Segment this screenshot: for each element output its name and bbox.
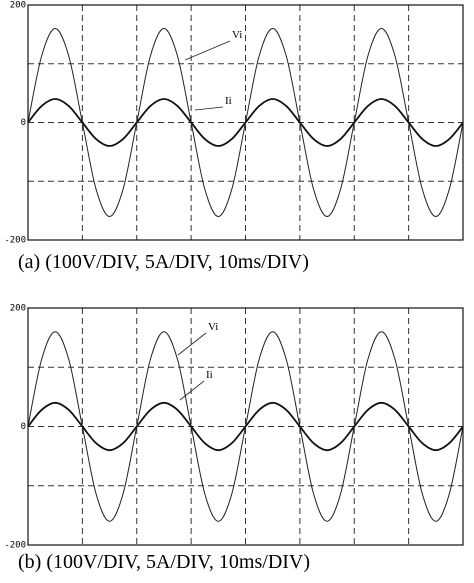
series-label: Vi [208, 321, 218, 333]
y-tick-label: -200 [4, 236, 26, 246]
caption: (b) (100V/DIV, 5A/DIV, 10ms/DIV) [18, 551, 310, 573]
y-tick-label: -200 [4, 541, 26, 551]
waveform [27, 98, 464, 147]
series-label: Ii [225, 95, 232, 107]
y-tick-label: 200 [10, 304, 26, 314]
y-tick-label: 0 [21, 422, 26, 432]
waveform [27, 401, 464, 452]
y-tick-label: 0 [21, 118, 26, 128]
caption: (a) (100V/DIV, 5A/DIV, 10ms/DIV) [18, 251, 309, 273]
label-leader [184, 40, 231, 61]
label-leader [177, 332, 207, 356]
series-label: Ii [206, 369, 213, 381]
label-leader [194, 106, 224, 111]
label-leader [179, 380, 205, 401]
series-label: Vi [232, 29, 242, 41]
y-tick-label: 200 [10, 1, 26, 11]
